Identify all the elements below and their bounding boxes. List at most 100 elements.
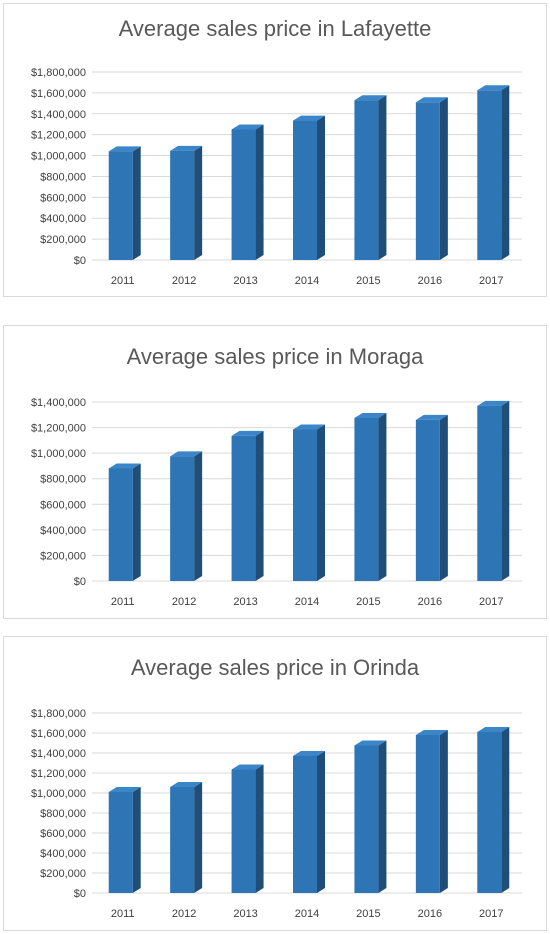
y-tick-label: $400,000 xyxy=(40,213,86,225)
bar-front xyxy=(415,102,440,261)
bar-top xyxy=(477,400,510,406)
y-tick-label: $0 xyxy=(74,888,86,900)
bar-front xyxy=(477,732,502,893)
bar-top xyxy=(170,782,203,787)
y-tick-label: $600,000 xyxy=(40,828,86,840)
y-tick-label: $1,200,000 xyxy=(31,768,86,780)
bar-side xyxy=(255,430,264,581)
bar-2017 xyxy=(477,727,510,893)
x-tick-label: 2012 xyxy=(172,908,196,920)
bar-front xyxy=(354,417,379,581)
x-tick-label: 2016 xyxy=(418,596,442,608)
x-tick-label: 2015 xyxy=(356,275,380,287)
bar-top xyxy=(477,727,510,732)
bar-2017 xyxy=(477,400,510,581)
bar-2013 xyxy=(231,124,264,260)
y-tick-label: $200,000 xyxy=(40,550,86,562)
chart-svg-moraga: Average sales price in Moraga $0 $200,000 $… xyxy=(31,344,522,608)
bar-top xyxy=(354,740,387,746)
bar-side xyxy=(378,95,387,260)
y-tick-label: $200,000 xyxy=(40,868,86,880)
bar-top xyxy=(354,95,387,101)
y-tick-label: $1,800,000 xyxy=(31,708,86,720)
bar-side xyxy=(439,730,448,893)
bar-side xyxy=(317,751,325,893)
chart-title: Average sales price in Lafayette xyxy=(119,16,432,41)
bar-2011 xyxy=(108,463,141,581)
y-tick-label: $400,000 xyxy=(40,848,86,860)
y-tick-label: $600,000 xyxy=(40,192,86,204)
bar-2012 xyxy=(170,782,203,893)
bar-2011 xyxy=(108,146,141,260)
x-tick-label: 2016 xyxy=(418,908,442,920)
bar-top xyxy=(231,430,264,436)
bar-2011 xyxy=(108,787,141,893)
bar-front xyxy=(108,468,133,581)
bar-front xyxy=(415,419,440,581)
y-tick-label: $1,000,000 xyxy=(31,788,86,800)
chart-panel-orinda: Average sales price in Orinda $0 $200,000 $… xyxy=(3,636,547,931)
bar-top xyxy=(415,730,448,735)
y-tick-label: $1,200,000 xyxy=(31,423,86,435)
bar-side xyxy=(501,85,510,261)
bar-front xyxy=(354,100,379,260)
bar-top xyxy=(477,85,510,91)
x-tick-label: 2015 xyxy=(356,908,380,920)
x-tick-label: 2016 xyxy=(418,275,442,287)
bar-side xyxy=(317,424,325,581)
y-tick-label: $200,000 xyxy=(40,234,86,246)
y-tick-label: $800,000 xyxy=(40,474,86,486)
bar-side xyxy=(255,124,264,260)
bar-2015 xyxy=(354,740,387,893)
bar-side xyxy=(501,727,510,893)
bar-top xyxy=(170,451,203,457)
bar-2017 xyxy=(477,85,510,261)
bar-front xyxy=(170,787,195,893)
y-tick-label: $1,600,000 xyxy=(31,728,86,740)
x-tick-label: 2011 xyxy=(111,596,135,608)
bar-2015 xyxy=(354,412,387,581)
bar-front xyxy=(477,405,502,581)
bar-front xyxy=(293,120,317,260)
bar-top xyxy=(170,145,203,151)
y-tick-label: $0 xyxy=(74,576,86,588)
y-tick-label: $1,400,000 xyxy=(31,109,86,121)
x-tick-label: 2015 xyxy=(356,596,380,608)
bar-2012 xyxy=(170,451,203,581)
bar-2016 xyxy=(415,730,448,893)
y-tick-label: $1,600,000 xyxy=(31,88,86,100)
chart-title: Average sales price in Orinda xyxy=(131,655,420,680)
bar-2014 xyxy=(293,115,325,260)
bar-side xyxy=(378,740,387,893)
bar-front xyxy=(293,756,317,893)
y-tick-label: $1,000,000 xyxy=(31,448,86,460)
bar-top xyxy=(293,751,325,756)
bar-front xyxy=(231,129,256,260)
x-tick-label: 2017 xyxy=(479,596,503,608)
x-tick-label: 2013 xyxy=(233,275,257,287)
x-tick-label: 2013 xyxy=(233,596,257,608)
bar-front xyxy=(415,735,440,893)
bar-top xyxy=(354,412,387,418)
bar-top xyxy=(108,463,141,469)
y-tick-label: $1,200,000 xyxy=(31,130,86,142)
y-tick-label: $800,000 xyxy=(40,171,86,183)
bar-front xyxy=(170,456,195,581)
bar-side xyxy=(317,115,325,260)
bar-side xyxy=(439,97,448,261)
x-tick-label: 2011 xyxy=(111,275,135,287)
bar-side xyxy=(194,782,203,893)
bar-2013 xyxy=(231,764,264,893)
bar-side xyxy=(132,146,141,260)
chart-panel-lafayette: Average sales price in Lafayette $0 $200,0… xyxy=(3,3,547,297)
bar-side xyxy=(194,451,203,581)
bar-front xyxy=(293,429,317,581)
bar-side xyxy=(132,787,141,893)
bar-side xyxy=(255,764,264,893)
bar-top xyxy=(415,414,448,420)
bar-top xyxy=(108,787,141,792)
chart-svg-lafayette: Average sales price in Lafayette $0 $200,0… xyxy=(31,16,522,287)
bar-top xyxy=(293,424,325,430)
chart-panel-moraga: Average sales price in Moraga $0 $200,000 $… xyxy=(3,325,547,619)
bar-2014 xyxy=(293,751,325,893)
